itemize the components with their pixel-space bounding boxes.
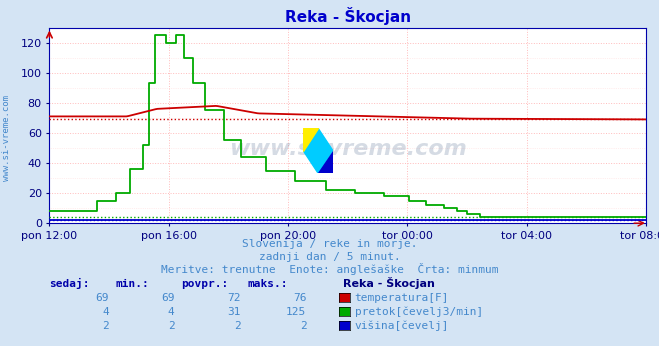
- Text: 72: 72: [227, 293, 241, 303]
- Polygon shape: [303, 128, 333, 173]
- Text: 4: 4: [168, 307, 175, 317]
- Text: 2: 2: [168, 321, 175, 331]
- Text: 2: 2: [234, 321, 241, 331]
- Polygon shape: [303, 128, 318, 151]
- Text: Meritve: trenutne  Enote: anglešaške  Črta: minmum: Meritve: trenutne Enote: anglešaške Črta…: [161, 263, 498, 275]
- Polygon shape: [318, 151, 333, 173]
- Text: pretok[čevelj3/min]: pretok[čevelj3/min]: [355, 306, 483, 317]
- Text: www.si-vreme.com: www.si-vreme.com: [229, 139, 467, 159]
- Text: višina[čevelj]: višina[čevelj]: [355, 320, 449, 331]
- Text: Slovenija / reke in morje.: Slovenija / reke in morje.: [242, 239, 417, 249]
- Text: www.si-vreme.com: www.si-vreme.com: [2, 95, 11, 181]
- Text: sedaj:: sedaj:: [49, 278, 90, 289]
- Text: 125: 125: [286, 307, 306, 317]
- Text: zadnji dan / 5 minut.: zadnji dan / 5 minut.: [258, 252, 401, 262]
- Text: 2: 2: [300, 321, 306, 331]
- Text: temperatura[F]: temperatura[F]: [355, 293, 449, 303]
- Text: 2: 2: [102, 321, 109, 331]
- Text: 69: 69: [96, 293, 109, 303]
- Text: maks.:: maks.:: [247, 279, 287, 289]
- Text: 76: 76: [293, 293, 306, 303]
- Text: povpr.:: povpr.:: [181, 279, 229, 289]
- Title: Reka - Škocjan: Reka - Škocjan: [285, 7, 411, 25]
- Text: 4: 4: [102, 307, 109, 317]
- Text: Reka - Škocjan: Reka - Škocjan: [343, 277, 434, 289]
- Text: 31: 31: [227, 307, 241, 317]
- Text: min.:: min.:: [115, 279, 149, 289]
- Text: 69: 69: [161, 293, 175, 303]
